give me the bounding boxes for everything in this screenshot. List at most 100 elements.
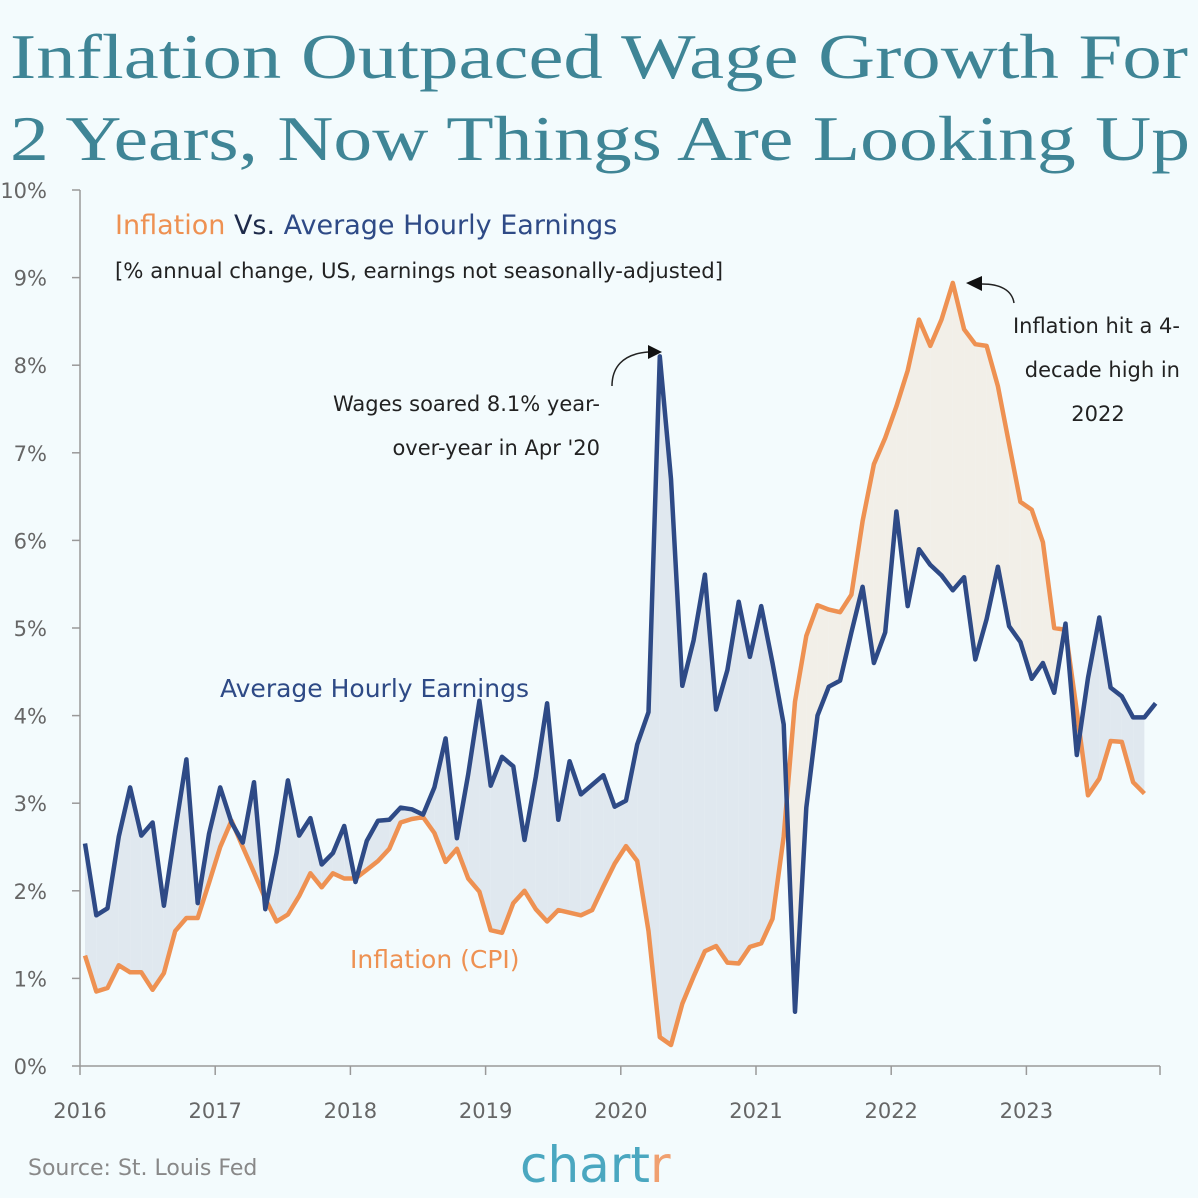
logo-main: chart [520,1136,650,1194]
subtitle-vs: Vs. [225,210,283,241]
y-tick-label: 2% [14,880,47,904]
wages-above-fill [749,606,762,947]
chart-subtitle: Inflation Vs. Average Hourly Earnings [115,210,617,241]
subtitle-inflation: Inflation [115,210,225,241]
wages-above-fill [569,761,581,916]
inflation-above-fill [918,319,931,565]
wages-above-fill [693,574,705,977]
wages-above-fill [704,574,717,952]
wages-above-fill [152,822,164,990]
chartr-logo: chartr [520,1136,671,1194]
wages-above-fill [130,787,142,973]
y-tick-label: 4% [14,705,47,729]
wages-above-fill [727,601,739,964]
wages-above-fill [468,700,480,892]
title-line-2: 2 Years, Now Things Are Looking Up [10,103,1190,174]
wages-above-fill [332,825,345,879]
axes: 0% 1% 2% 3% 4% 5% 6% 7% 8% 9% 10% 2016 2017 2018 2019 2… [0,179,1161,1123]
arrowhead-icon [966,276,982,291]
annotation-inflation-arrow [981,283,1015,304]
inflation-above-fill [806,605,818,808]
x-tick-label: 2022 [864,1099,917,1123]
y-tick-label: 9% [14,267,47,291]
inflation-above-fill [930,319,942,576]
wages-above-fill [682,640,694,1004]
wages-above-fill [761,606,773,944]
wages-above-fill [738,601,750,964]
inflation-above-fill [828,609,841,687]
annotation-inflation-line-3: 2022 [1071,402,1124,426]
wages-above-fill [1099,617,1111,779]
wages-above-fill [287,780,300,915]
wages-above-fill [648,356,660,1038]
y-tick-label: 1% [14,967,47,991]
inflation-above-fill [896,370,908,607]
y-tick-label: 8% [14,354,47,378]
wages-above-fill [716,670,728,963]
inflation-above-fill [907,319,919,607]
wages-above-fill [592,775,604,911]
x-tick-label: 2021 [729,1099,782,1123]
source-text: Source: St. Louis Fed [28,1156,257,1181]
wages-above-fill [501,756,514,933]
wages-above-fill [107,836,119,989]
wages-above-fill [1110,687,1122,742]
x-tick-label: 2020 [594,1099,647,1123]
y-tick-label: 5% [14,617,47,641]
wages-above-fill [490,756,502,933]
inflation-above-fill [975,344,987,660]
x-tick-label: 2019 [459,1099,512,1123]
wages-above-fill [535,703,548,922]
x-tick-label: 2018 [324,1099,377,1123]
inflation-above-fill [1020,501,1032,679]
annotation-inflation-line-2: decade high in [1025,358,1180,382]
wages-above-fill [366,820,379,870]
arrowhead-icon [648,345,662,359]
label-inflation-cpi: Inflation (CPI) [350,945,520,974]
inflation-above-fill [795,635,807,1012]
wages-above-fill [96,908,108,992]
inflation-above-fill [997,386,1010,627]
wages-above-fill [1121,696,1134,783]
wages-above-fill [580,784,593,916]
wages-above-fill [141,822,153,990]
annotation-wages-arrow [611,351,649,387]
inflation-above-fill [941,282,953,591]
wages-above-fill [434,738,446,862]
wages-above-fill [558,761,570,913]
inflation-above-fill [873,437,886,664]
wages-above-fill [1088,617,1100,796]
wages-above-fill [625,744,638,862]
y-tick-label: 6% [14,529,47,553]
wages-above-fill [671,479,683,1045]
wages-above-fill [254,782,265,896]
inflation-above-fill [952,282,965,591]
inflation-above-fill [885,406,897,633]
annotation-wages-line-2: over-year in Apr '20 [392,436,600,460]
x-tick-label: 2016 [53,1099,106,1123]
wages-above-fill [513,766,525,904]
annotation-wages-line-1: Wages soared 8.1% year- [333,392,600,416]
annotation-inflation-line-1: Inflation hit a 4- [1013,314,1180,338]
y-tick-label: 3% [14,792,47,816]
logo-accent: r [650,1136,671,1194]
y-tick-label: 10% [0,179,47,203]
y-tick-label: 7% [14,442,47,466]
wages-above-fill [659,356,672,1045]
inflation-above-fill [986,345,998,620]
title-line-1: Inflation Outpaced Wage Growth For [10,21,1188,92]
wages-above-fill [175,759,187,932]
x-tick-label: 2017 [188,1099,241,1123]
wages-above-fill [479,700,491,931]
inflation-above-fill [1031,509,1043,679]
wages-above-fill [547,703,559,922]
x-tick-label: 2023 [1000,1099,1053,1123]
inflation-above-fill [964,329,976,660]
wages-above-fill [276,780,288,922]
y-tick-label: 0% [14,1055,47,1079]
chart-note: [% annual change, US, earnings not seaso… [115,259,723,283]
wages-above-fill [1133,717,1145,794]
wages-above-fill [208,787,221,883]
